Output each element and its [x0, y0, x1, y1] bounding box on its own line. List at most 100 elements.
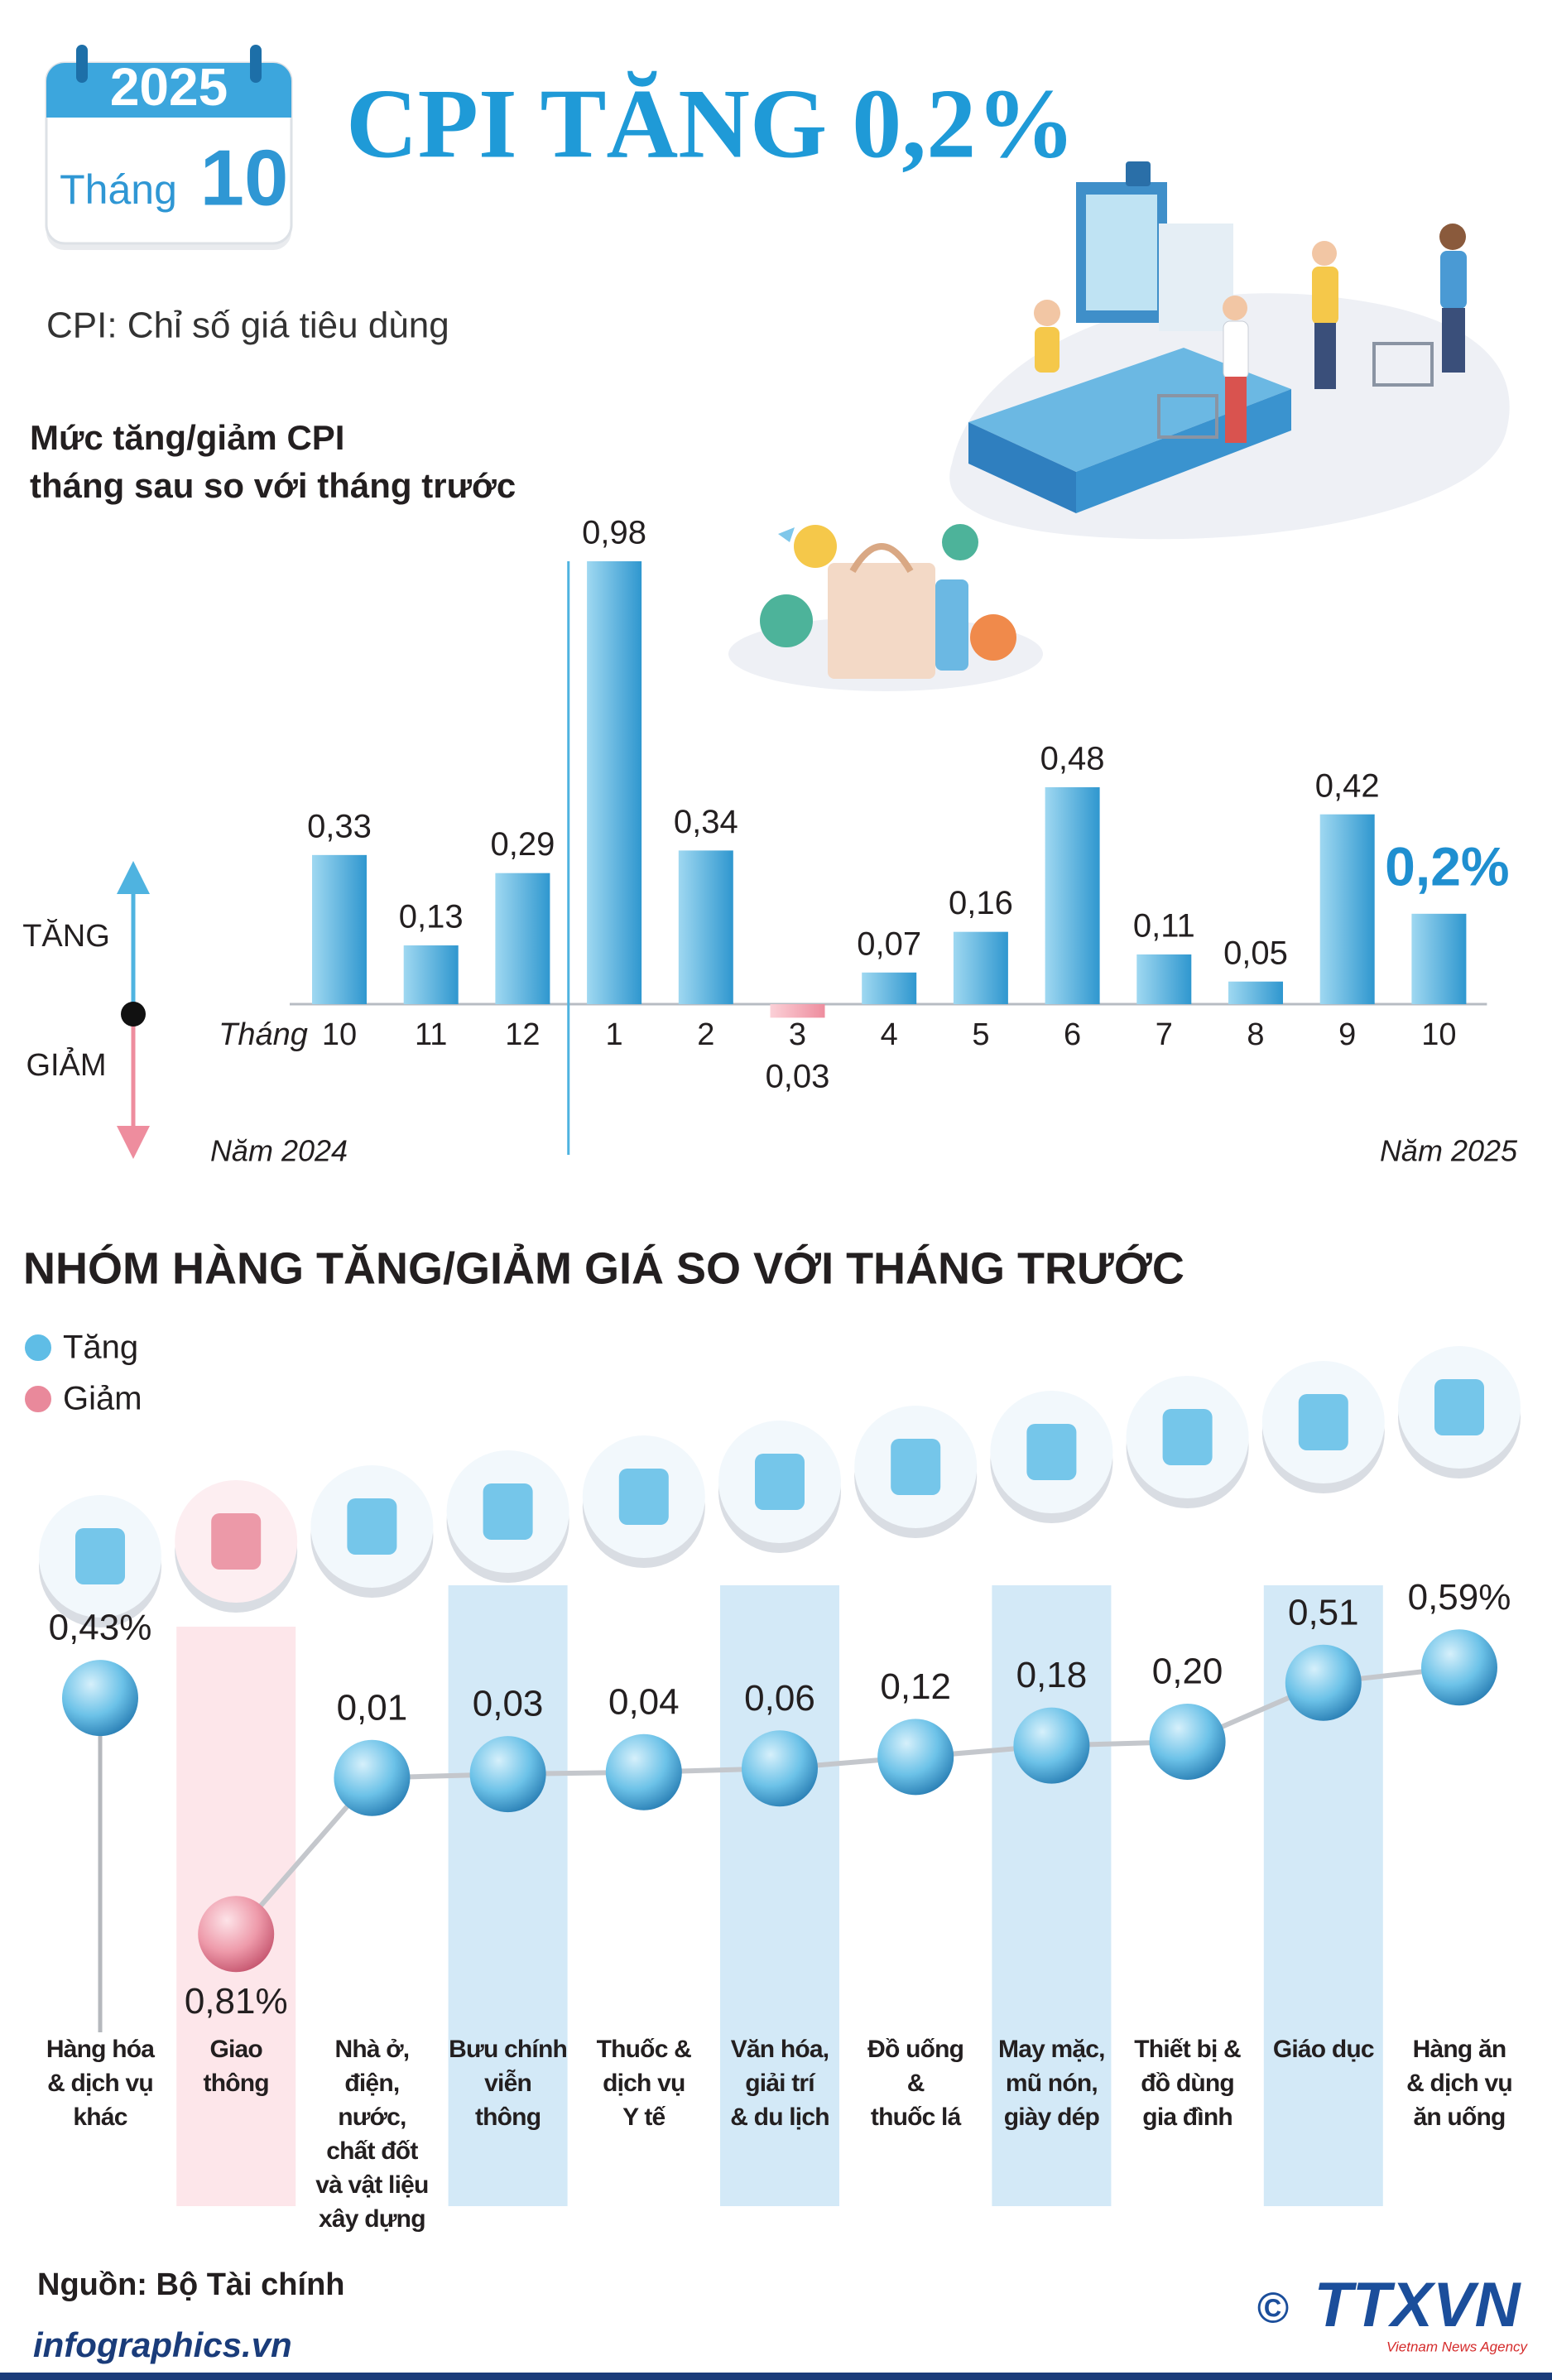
column-highlight [448, 1585, 568, 2206]
value-label: 0,42 [1315, 767, 1380, 804]
column-highlight [720, 1585, 839, 2206]
legend-swatch [23, 1384, 53, 1414]
x-tick-label: 7 [1156, 1017, 1173, 1052]
bar [1319, 814, 1375, 1004]
value-label: 0,34 [674, 804, 738, 840]
bar [862, 972, 917, 1004]
category-label: Giáo dục [1272, 2036, 1375, 2063]
connector-line [233, 1665, 1460, 1936]
value-label: 0,16 [949, 885, 1013, 921]
icon-glyph [483, 1483, 533, 1540]
calendar-year: 2025 [110, 57, 228, 117]
x-tick-label: 9 [1338, 1017, 1356, 1052]
icon-glyph [347, 1498, 397, 1555]
dot [1421, 1629, 1497, 1706]
value-label: 0,98 [582, 515, 646, 551]
origin-dot [121, 1002, 146, 1027]
down-arrowhead [117, 1126, 150, 1159]
bar [587, 561, 642, 1004]
up-arrowhead [117, 861, 150, 894]
category-label: Hàng ăn & dịch vụ ăn uống [1406, 2036, 1513, 2131]
bar [953, 931, 1008, 1004]
x-axis-label: Tháng [219, 1017, 308, 1052]
illustration-market [949, 161, 1510, 540]
bar [770, 1004, 825, 1018]
logo-symbol: © [1257, 2285, 1289, 2333]
calendar-month: 10 [200, 133, 289, 222]
value-label: 0,13 [399, 899, 464, 935]
category-label: Thiết bị & đồ dùng gia đình [1134, 2036, 1241, 2131]
value-label: 0,43% [49, 1608, 152, 1648]
icon-glyph [1298, 1394, 1348, 1450]
logo-tagline: Vietnam News Agency [1386, 2339, 1529, 2354]
bar [495, 873, 550, 1004]
value-label: 0,03 [473, 1684, 544, 1724]
x-tick-label: 4 [881, 1017, 898, 1052]
value-label: 0,05 [1223, 935, 1288, 971]
bar [1411, 913, 1467, 1004]
value-label: 0,18 [1016, 1655, 1088, 1695]
value-label: 0,48 [1040, 741, 1105, 777]
dot [877, 1719, 954, 1796]
x-tick-label: 11 [415, 1017, 447, 1052]
chart-title: Mức tăng/giảm CPI tháng sau so với tháng… [30, 418, 517, 505]
icon-glyph [1026, 1424, 1077, 1480]
x-tick-label: 10 [322, 1017, 357, 1052]
icon-glyph [1162, 1409, 1213, 1465]
category-label: Giao thông [203, 2036, 270, 2097]
x-tick-label: 12 [505, 1017, 540, 1052]
category-label: Hàng hóa & dịch vụ khác [46, 2036, 155, 2131]
period-label: Năm 2024 [210, 1134, 348, 1168]
calendar: 2025 Tháng 10 [45, 45, 293, 250]
value-label: 0,59% [1408, 1577, 1511, 1618]
column-highlight [992, 1585, 1112, 2206]
dot [198, 1896, 275, 1973]
icon-glyph [891, 1439, 941, 1495]
icon-glyph [755, 1454, 805, 1510]
dot [1149, 1704, 1226, 1780]
dot [334, 1739, 411, 1816]
category-label: Nhà ở, điện, nước, chất đốt và vật liệu … [315, 2036, 429, 2233]
value-label: 0,06 [744, 1678, 815, 1719]
value-label: 0,33 [307, 808, 372, 844]
value-label: 0,04 [608, 1681, 680, 1722]
subtitle: CPI: Chỉ số giá tiêu dùng [46, 305, 449, 346]
value-label: 0,29 [490, 826, 555, 863]
footer-bar [0, 2373, 1552, 2380]
dot [742, 1730, 818, 1807]
bar [1045, 786, 1100, 1004]
category-label: May mặc, mũ nón, giày dép [998, 2036, 1105, 2131]
x-tick-label: 3 [789, 1017, 806, 1052]
value-label: 0,51 [1288, 1592, 1359, 1632]
dot [1013, 1707, 1090, 1784]
category-label: Văn hóa, giải trí & du lịch [730, 2036, 829, 2131]
icon-glyph [75, 1528, 125, 1584]
value-label: 0,81% [185, 1981, 288, 2022]
dot [605, 1733, 682, 1810]
icon-glyph [1434, 1379, 1484, 1435]
dot [1285, 1644, 1362, 1721]
legend-swatch [23, 1333, 53, 1363]
x-tick-label: 2 [697, 1017, 714, 1052]
value-label: 0,01 [337, 1687, 408, 1728]
value-label: 0,07 [857, 926, 921, 962]
chart-title: NHÓM HÀNG TĂNG/GIẢM GIÁ SO VỚI THÁNG TRƯ… [23, 1243, 1184, 1293]
value-label: 0,20 [1152, 1652, 1223, 1692]
website: infographics.vn [33, 2325, 292, 2364]
value-label: 0,03 [766, 1059, 830, 1095]
value-label-highlight: 0,2% [1385, 835, 1509, 897]
bar [1136, 954, 1192, 1004]
calendar-month-label: Tháng [60, 166, 177, 213]
x-tick-label: 5 [972, 1017, 989, 1052]
x-tick-label: 10 [1421, 1017, 1456, 1052]
category-label: Bưu chính viễn thông [449, 2036, 568, 2131]
period-label: Năm 2025 [1380, 1134, 1518, 1168]
icon-glyph [618, 1469, 669, 1525]
value-label: 0,12 [880, 1666, 951, 1707]
icon-glyph [211, 1513, 262, 1570]
legend-label: Giảm [63, 1381, 142, 1417]
illustration-bag [728, 524, 1043, 691]
bar [678, 850, 733, 1004]
